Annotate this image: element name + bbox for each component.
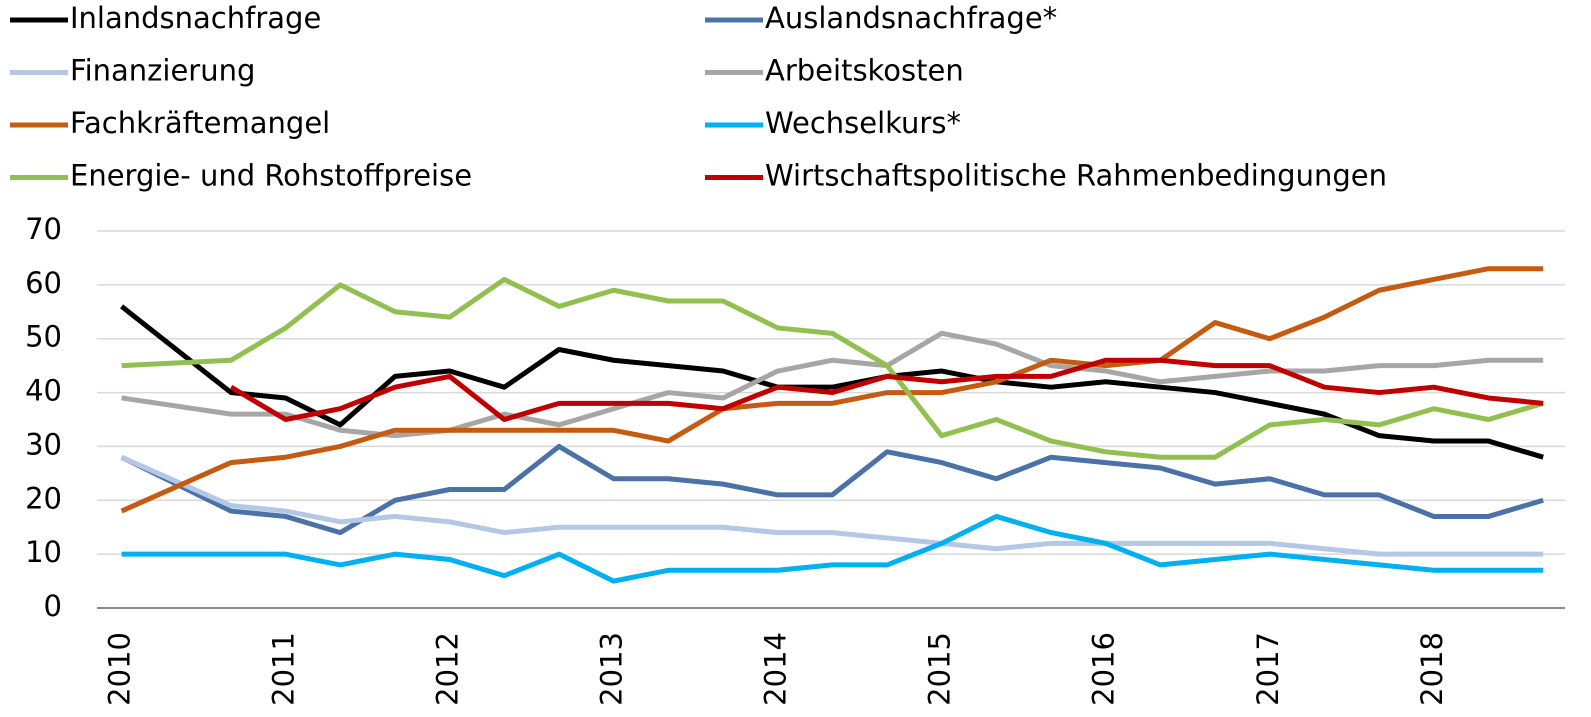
y-tick-label: 70 bbox=[25, 212, 62, 246]
y-tick-label: 60 bbox=[25, 266, 62, 300]
y-tick-label: 30 bbox=[25, 427, 62, 461]
x-tick-label: 2018 bbox=[1415, 632, 1449, 706]
x-tick-label: 2014 bbox=[759, 632, 793, 706]
series-line bbox=[120, 266, 1544, 514]
legend-label: Auslandsnachfrage* bbox=[765, 1, 1057, 35]
legend-label: Wirtschaftspolitische Rahmenbedingungen bbox=[765, 159, 1387, 193]
y-tick-label: 10 bbox=[25, 535, 62, 569]
series-line bbox=[120, 454, 1544, 557]
y-tick-label: 0 bbox=[44, 589, 62, 623]
legend-label: Energie- und Rohstoffpreise bbox=[70, 159, 472, 193]
y-tick-label: 50 bbox=[25, 320, 62, 354]
legend-label: Wechselkurs* bbox=[765, 106, 961, 140]
x-tick-label: 2017 bbox=[1251, 632, 1285, 706]
series-line bbox=[121, 276, 1544, 460]
series-line bbox=[120, 443, 1544, 536]
y-tick-label: 40 bbox=[25, 374, 62, 408]
x-tick-label: 2015 bbox=[923, 632, 957, 706]
legend-label: Inlandsnachfrage bbox=[70, 1, 321, 35]
series-line bbox=[121, 330, 1544, 439]
series-line bbox=[120, 304, 1544, 460]
y-tick-label: 20 bbox=[25, 481, 62, 515]
legend-label: Finanzierung bbox=[70, 54, 255, 88]
legend-label: Fachkräftemangel bbox=[70, 106, 330, 140]
x-tick-label: 2010 bbox=[103, 632, 137, 706]
x-tick-label: 2011 bbox=[267, 632, 301, 706]
x-tick-label: 2013 bbox=[595, 632, 629, 706]
x-tick-label: 2016 bbox=[1087, 632, 1121, 706]
series-line bbox=[229, 357, 1544, 422]
x-tick-label: 2012 bbox=[431, 632, 465, 706]
legend-label: Arbeitskosten bbox=[765, 54, 964, 88]
series-line bbox=[121, 513, 1544, 584]
